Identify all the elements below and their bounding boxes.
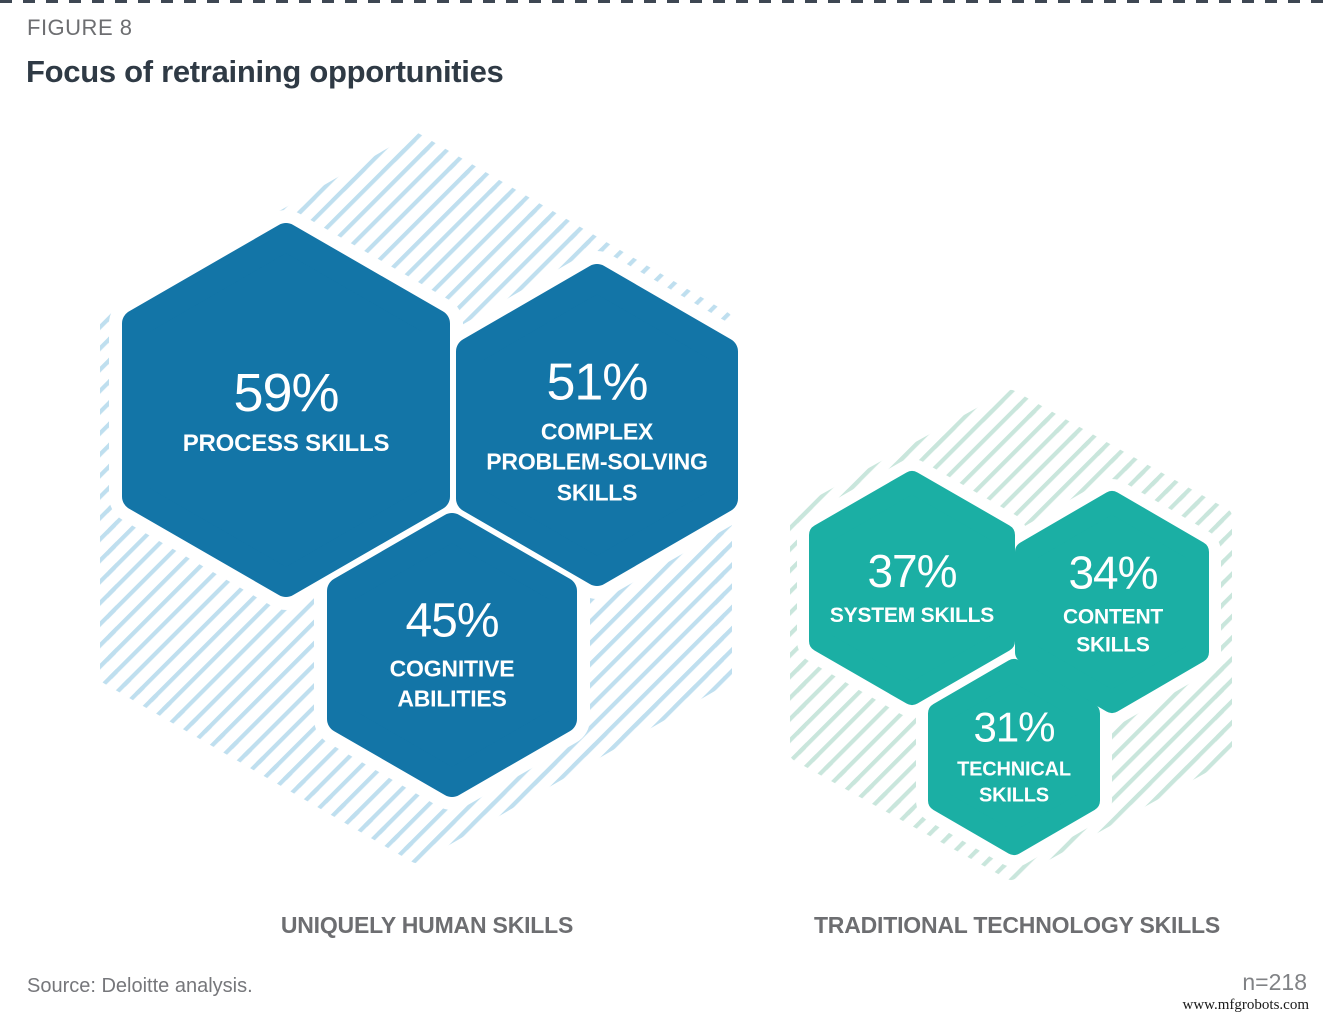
figure-number: FIGURE 8: [27, 15, 133, 40]
hexagon-technical-skills: [928, 659, 1100, 855]
group-label-traditional-technology-skills: TRADITIONAL TECHNOLOGY SKILLS: [813, 912, 1221, 938]
hexagon-process-skills: [122, 223, 450, 597]
watermark: www.mfgrobots.com: [1182, 997, 1309, 1013]
sample-size: n=218: [1242, 969, 1307, 995]
group-label-uniquely-human-skills: UNIQUELY HUMAN SKILLS: [280, 912, 574, 938]
hexagon-system-skills: [809, 471, 1015, 705]
hexagon-content-skills: [1015, 491, 1209, 713]
top-dashed-border: [0, 0, 1334, 3]
page-title: Focus of retraining opportunities: [26, 54, 504, 89]
source-note: Source: Deloitte analysis.: [27, 975, 253, 997]
hexagon-cognitive-abilities: [327, 513, 577, 797]
hexagon-complex-problem-solving: [456, 264, 738, 586]
